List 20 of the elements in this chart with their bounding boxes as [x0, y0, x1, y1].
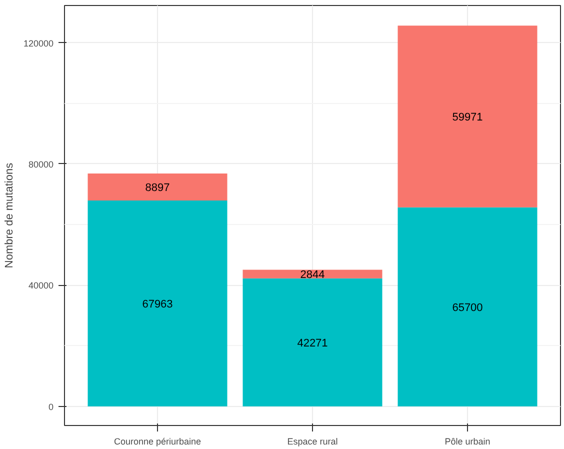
data-label: 67963 [142, 298, 173, 310]
data-label: 42271 [297, 337, 328, 350]
y-tick-label: 40000 [28, 280, 54, 291]
data-label: 59971 [452, 111, 483, 124]
bar [398, 26, 538, 208]
bar [242, 270, 382, 278]
data-label: 8897 [145, 182, 170, 194]
bar [398, 207, 538, 406]
x-tick-label: Espace rural [287, 436, 338, 446]
x-tick-label: Pôle urbain [444, 436, 490, 446]
y-tick-label: 80000 [28, 159, 54, 170]
y-tick-label: 0 [48, 402, 54, 412]
y-tick-label: 120000 [23, 38, 54, 48]
data-label: 65700 [452, 302, 483, 314]
y-axis-title: Nombre de mutations [3, 162, 16, 268]
x-tick-label: Couronne périurbaine [114, 436, 202, 446]
data-label: 2844 [300, 269, 325, 282]
bar [88, 200, 228, 406]
bar [242, 278, 382, 406]
bar [88, 174, 228, 200]
